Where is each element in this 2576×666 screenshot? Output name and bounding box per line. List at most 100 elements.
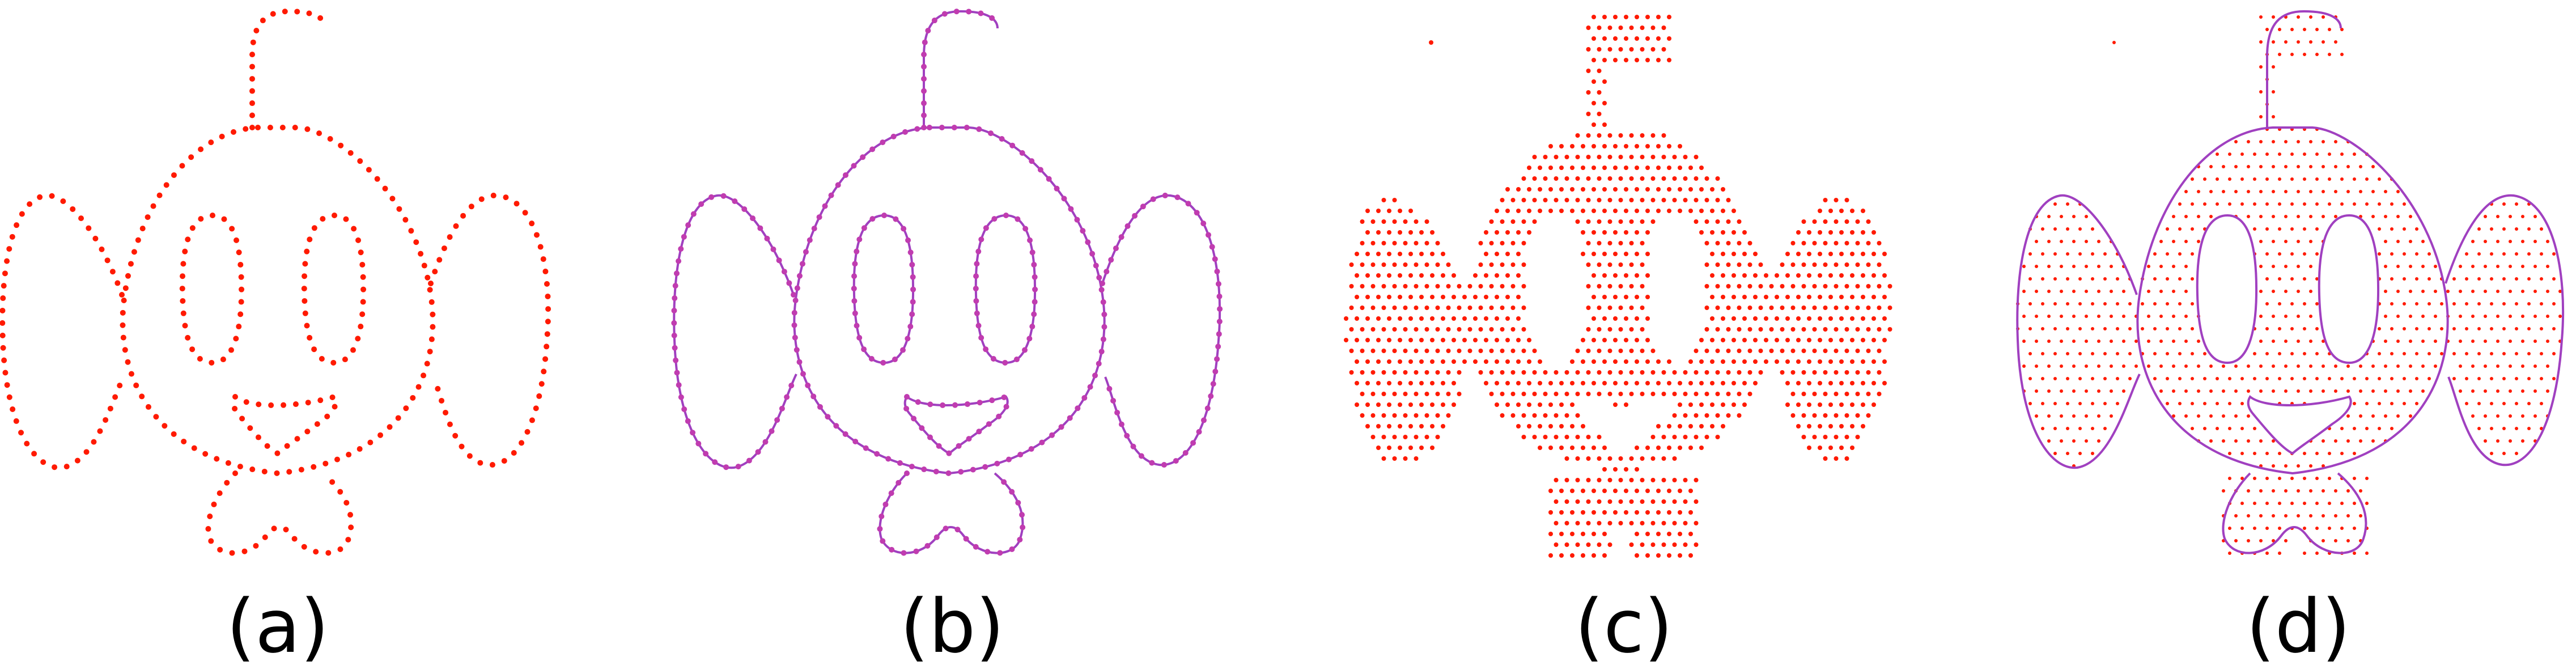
interior-point (1667, 58, 1671, 62)
interior-point (1732, 230, 1736, 235)
boundary-point (316, 130, 322, 137)
interior-point (2278, 452, 2281, 455)
interior-point (1581, 187, 1585, 192)
boundary-point (776, 257, 782, 264)
boundary-point (1212, 256, 1218, 262)
interior-point (2278, 252, 2281, 256)
interior-point (1704, 349, 1709, 353)
interior-point (2303, 502, 2306, 505)
interior-point (1769, 306, 1774, 310)
interior-point (2496, 215, 2499, 218)
interior-point (2309, 489, 2312, 493)
interior-point (1376, 209, 1381, 213)
boundary-point (120, 334, 126, 341)
boundary-point (447, 421, 453, 427)
interior-point (2477, 277, 2481, 281)
boundary-point (996, 413, 1002, 419)
boundary-point (233, 336, 239, 342)
boundary-point (1124, 432, 1130, 439)
interior-point (1484, 359, 1488, 364)
interior-point (2216, 202, 2219, 206)
interior-point (1618, 241, 1623, 245)
interior-point (2315, 252, 2319, 256)
interior-point (1742, 359, 1747, 364)
interior-point (1640, 219, 1645, 224)
boundary-point (239, 286, 245, 292)
interior-point (1785, 273, 1790, 278)
boundary-point (1210, 381, 1216, 387)
interior-point (1726, 219, 1731, 224)
interior-point (2028, 302, 2032, 306)
interior-point (1753, 295, 1758, 299)
interior-point (1462, 338, 1467, 342)
interior-point (1457, 370, 1462, 375)
interior-point (2240, 452, 2244, 455)
interior-point (1607, 198, 1612, 202)
interior-point (2228, 477, 2231, 480)
interior-point (1543, 413, 1548, 418)
boundary-point (490, 192, 496, 198)
interior-point (2521, 439, 2524, 443)
boundary-point (915, 399, 921, 405)
interior-point (1742, 316, 1747, 321)
interior-point (2097, 290, 2100, 293)
interior-point (1597, 155, 1602, 159)
interior-point (2272, 165, 2275, 168)
interior-point (1473, 338, 1478, 342)
interior-point (2365, 427, 2369, 430)
boundary-point (351, 226, 357, 232)
interior-point (1812, 284, 1817, 289)
interior-point (1629, 478, 1634, 482)
interior-point (2085, 414, 2088, 418)
interior-point (2022, 265, 2026, 268)
boundary-point (791, 322, 797, 328)
interior-point (1828, 446, 1833, 450)
interior-point (1419, 402, 1424, 407)
boundary-point (125, 273, 131, 279)
interior-point (2247, 165, 2250, 168)
interior-point (1683, 176, 1688, 181)
interior-point (2178, 202, 2182, 206)
boundary-point (720, 193, 727, 199)
interior-point (1667, 489, 1671, 493)
interior-point (2396, 265, 2400, 268)
interior-point (1656, 166, 1661, 170)
boundary-point (281, 402, 287, 408)
interior-point (2253, 202, 2256, 206)
interior-point (2371, 439, 2375, 443)
interior-point (2365, 177, 2369, 181)
boundary-point (421, 372, 427, 379)
boundary-point (1118, 421, 1124, 427)
interior-point (1629, 198, 1634, 202)
interior-point (1554, 370, 1559, 375)
stray-point (2112, 41, 2116, 44)
interior-point (1602, 446, 1607, 450)
interior-point (2240, 502, 2244, 505)
boundary-point (921, 52, 927, 58)
interior-point (1602, 273, 1607, 278)
interior-point (2197, 190, 2200, 193)
interior-point (2303, 477, 2306, 480)
interior-point (1823, 327, 1828, 332)
interior-point (2546, 389, 2549, 393)
boundary-point (214, 456, 220, 462)
boundary-point (249, 466, 256, 473)
interior-point (2477, 227, 2481, 231)
interior-point (2234, 389, 2238, 393)
interior-point (2240, 177, 2244, 181)
interior-point (1575, 219, 1580, 224)
interior-point (2178, 327, 2182, 330)
boundary-point (346, 452, 352, 458)
boundary-point (122, 285, 129, 291)
interior-point (2328, 53, 2331, 56)
boundary-point (911, 415, 917, 422)
interior-point (1365, 359, 1370, 364)
boundary-point (185, 334, 191, 341)
interior-point (2496, 340, 2499, 343)
interior-point (2178, 402, 2182, 405)
interior-point (2035, 290, 2038, 293)
boundary-point (305, 400, 311, 406)
interior-point (1667, 187, 1671, 192)
interior-point (1554, 521, 1559, 525)
interior-point (2428, 377, 2431, 380)
